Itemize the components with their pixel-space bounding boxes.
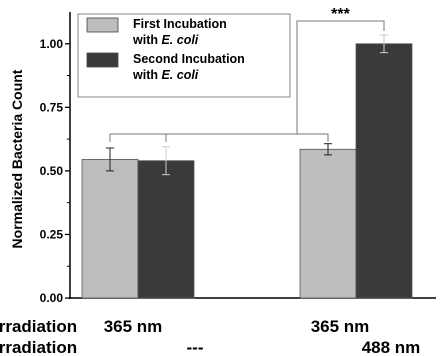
bar <box>81 159 139 299</box>
legend-label-line2: with E. coli <box>132 68 199 82</box>
legend-label: Second Incubation <box>133 52 245 66</box>
significance-bracket <box>296 20 385 134</box>
y-tick-label: 0.25 <box>40 227 64 241</box>
legend-swatch <box>86 17 119 33</box>
condition-value: 488 nm <box>362 338 421 356</box>
bars <box>81 43 413 299</box>
condition-labels: Irradiation Irradiation 365 nm --- 365 nm 488… <box>0 317 420 356</box>
legend: First Incubation with E. coli Second Incub… <box>77 13 291 98</box>
bar <box>137 160 195 299</box>
y-tick-label: 0.00 <box>40 291 64 305</box>
y-tick-label: 0.75 <box>40 100 64 114</box>
y-axis-title: Normalized Bacteria Count <box>9 69 25 248</box>
y-tick-label: 0.50 <box>40 164 64 178</box>
legend-swatch <box>86 52 119 68</box>
condition-value: 365 nm <box>104 317 163 336</box>
condition-row-label: Irradiation <box>0 338 77 356</box>
significance-label: *** <box>331 6 350 23</box>
bar <box>355 43 413 299</box>
condition-row-label: Irradiation <box>0 317 77 336</box>
y-tick-label: 1.00 <box>40 37 64 51</box>
legend-label-line2: with E. coli <box>132 33 199 47</box>
condition-value: --- <box>187 338 204 356</box>
comparison-brackets: *** <box>109 6 385 142</box>
error-bars <box>106 34 388 176</box>
condition-value: 365 nm <box>311 317 370 336</box>
bar <box>299 148 357 299</box>
legend-label: First Incubation <box>133 17 227 31</box>
bracket-baseline-groups <box>109 133 329 142</box>
